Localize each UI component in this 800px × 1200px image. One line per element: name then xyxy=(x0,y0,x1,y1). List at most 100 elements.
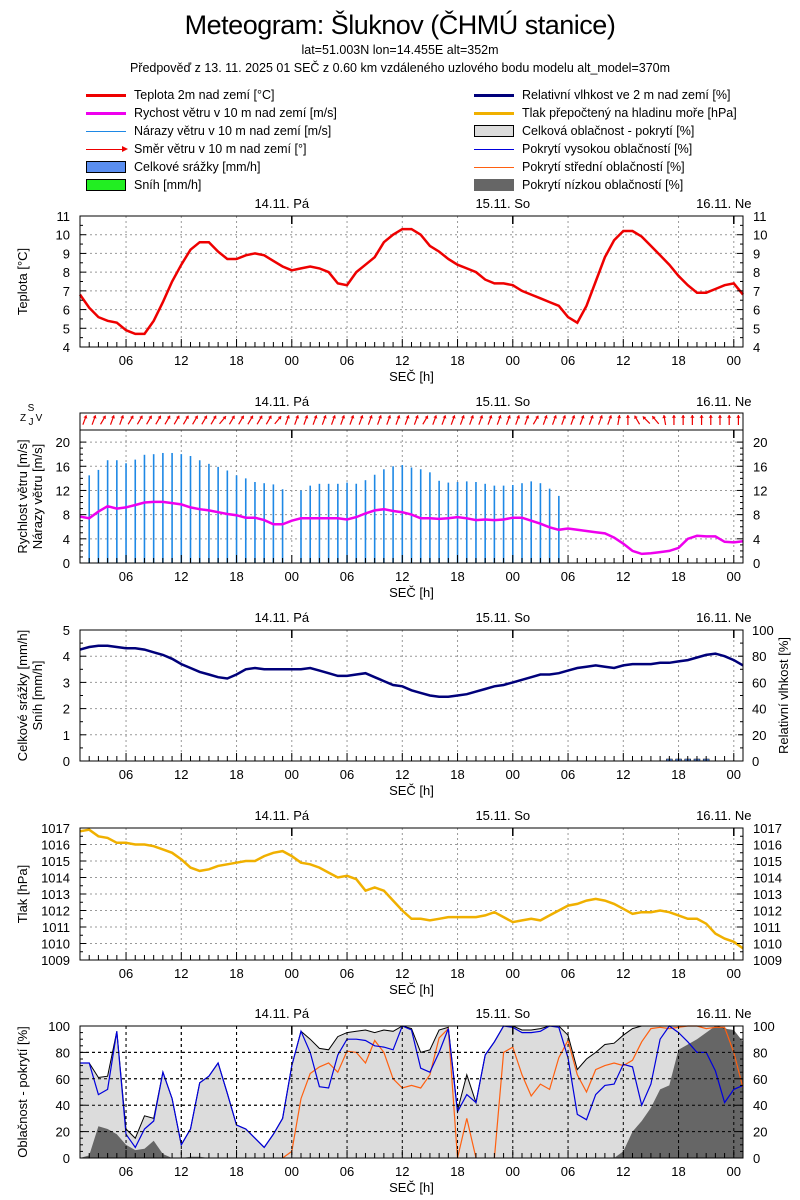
arrow-head-icon xyxy=(240,415,245,420)
x-tick-label: 06 xyxy=(340,966,354,981)
wind-direction-arrow xyxy=(182,415,189,425)
day-label: 15.11. So xyxy=(475,808,530,823)
x-tick-label: 12 xyxy=(174,1164,188,1179)
x-tick-label: 06 xyxy=(561,353,575,368)
arrow-head-icon xyxy=(506,415,511,419)
wind-direction-arrow xyxy=(422,415,429,425)
arrow-head-icon xyxy=(690,415,695,418)
arrow-head-icon xyxy=(166,415,171,420)
arrow-head-icon xyxy=(249,415,254,420)
day-label: 15.11. So xyxy=(475,394,530,409)
legend-item: Směr větru v 10 m nad zemí [°] xyxy=(86,140,337,158)
arrow-head-icon xyxy=(122,145,128,152)
wind-direction-arrow xyxy=(256,415,263,425)
compass-s: J xyxy=(29,417,34,428)
day-label: 16.11. Ne xyxy=(696,1006,751,1021)
x-tick-label: 12 xyxy=(174,767,188,782)
arrow-head-icon xyxy=(433,415,438,419)
wind-direction-arrow xyxy=(441,415,447,425)
x-tick-label: 00 xyxy=(285,569,299,584)
wind-direction-arrow xyxy=(228,415,235,425)
y-tick-label: 1017 xyxy=(41,821,70,836)
x-tick-label: 18 xyxy=(671,1164,685,1179)
arrow-head-icon xyxy=(102,415,106,420)
panel-temperature: 06 12 18 00 06 12 18 00 06 12 18 00 SEČ [h] 14.11. Pá… xyxy=(15,196,767,384)
wind-direction-arrow xyxy=(579,415,585,425)
y-tick-label: 4 xyxy=(63,649,70,664)
y-right-tick-label: 12 xyxy=(753,483,767,498)
arrow-head-icon xyxy=(599,415,603,419)
y-right-tick-label: 1012 xyxy=(753,904,782,919)
x-tick-label: 06 xyxy=(340,569,354,584)
arrow-head-icon xyxy=(708,415,713,418)
arrow-head-icon xyxy=(111,415,115,419)
legend-label: Rychost větru v 10 m nad zemí [m/s] xyxy=(134,106,337,120)
x-tick-label: 06 xyxy=(119,569,133,584)
wind-direction-arrow xyxy=(450,415,456,425)
plot-frame xyxy=(79,629,744,762)
x-tick-label: 06 xyxy=(561,767,575,782)
x-tick-label: 12 xyxy=(395,569,409,584)
arrow-head-icon xyxy=(671,415,677,418)
wind-direction-arrow xyxy=(736,415,741,425)
arrow-head-icon xyxy=(313,415,318,419)
x-tick-label: 12 xyxy=(395,767,409,782)
wind-direction-arrow xyxy=(717,415,723,425)
legend-swatch-line xyxy=(86,93,126,97)
y-axis-label-secondary: Sníh [mm/h] xyxy=(30,660,45,730)
x-tick-label: 00 xyxy=(506,767,520,782)
arrow-head-icon xyxy=(442,415,447,419)
wind-direction-arrow xyxy=(238,415,245,425)
arrow-head-icon xyxy=(285,415,290,419)
wind-direction-arrow xyxy=(598,415,603,425)
x-tick-label: 18 xyxy=(229,1164,243,1179)
legend-item: Celkové srážky [mm/h] xyxy=(86,158,337,176)
x-tick-label: 00 xyxy=(727,569,741,584)
x-tick-label: 06 xyxy=(340,353,354,368)
y-axis-label-secondary: Nárazy větru [m/s] xyxy=(30,444,45,549)
x-tick-label: 00 xyxy=(727,1164,741,1179)
x-tick-label: 06 xyxy=(340,1164,354,1179)
y-axis-label: Teplota [°C] xyxy=(15,248,30,315)
arrow-head-icon xyxy=(322,415,327,419)
legend-item: Pokrytí střední oblačností [%] xyxy=(474,158,737,176)
y-tick-label: 2 xyxy=(63,702,70,717)
wind-direction-arrow xyxy=(274,415,282,425)
arrow-head-icon xyxy=(727,415,732,418)
arrow-head-icon xyxy=(699,415,704,418)
wind-direction-arrow xyxy=(532,415,539,425)
y-axis-label: Tlak [hPa] xyxy=(15,865,30,924)
y-tick-label: 4 xyxy=(63,340,70,355)
y-right-tick-label: 9 xyxy=(753,246,760,261)
wind-direction-arrow xyxy=(247,415,254,425)
day-label: 16.11. Ne xyxy=(696,394,751,409)
legend-swatch-box xyxy=(474,125,514,137)
humidity-line xyxy=(79,644,744,699)
arrow-head-icon xyxy=(571,415,576,419)
wind-direction-arrow xyxy=(340,415,346,425)
y-tick-label: 1015 xyxy=(41,854,70,869)
legend-label: Relativní vlhkost ve 2 m nad zemí [%] xyxy=(522,88,731,102)
wind-direction-arrow xyxy=(404,415,410,425)
arrow-head-icon xyxy=(681,415,686,418)
y-tick-label: 8 xyxy=(63,265,70,280)
arrow-head-icon xyxy=(625,415,630,418)
y-right-tick-label: 1016 xyxy=(753,838,782,853)
x-tick-label: 00 xyxy=(727,353,741,368)
arrow-head-icon xyxy=(120,415,125,419)
wind-direction-arrow xyxy=(469,415,475,425)
y-right-tick-label: 6 xyxy=(753,303,760,318)
arrow-head-icon xyxy=(589,415,594,419)
y-right-axis-label: Relativní vlhkost [%] xyxy=(776,637,791,754)
y-tick-label: 40 xyxy=(56,1098,70,1113)
arrow-head-icon xyxy=(83,415,88,419)
arrow-head-icon xyxy=(368,415,373,419)
wind-direction-arrow xyxy=(146,415,153,425)
wind-direction-arrow xyxy=(201,415,208,425)
arrow-head-icon xyxy=(157,415,162,420)
x-tick-label: 18 xyxy=(229,767,243,782)
y-tick-label: 1009 xyxy=(41,953,70,968)
x-tick-label: 12 xyxy=(616,569,630,584)
wind-direction-arrow xyxy=(690,415,695,425)
